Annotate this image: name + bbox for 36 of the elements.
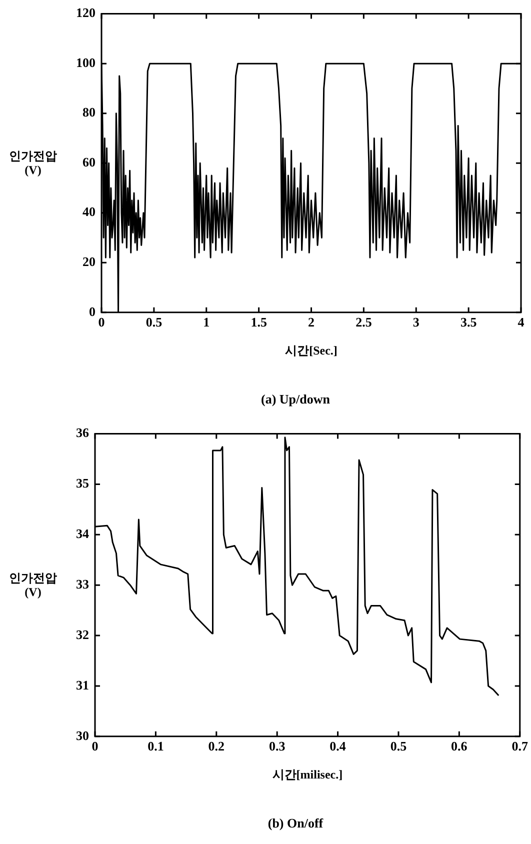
y-axis-title: 인가전압 (V) — [8, 149, 58, 178]
y-tick-label: 100 — [76, 54, 96, 70]
y-tick-label: 60 — [82, 154, 96, 170]
x-tick-label: 0 — [98, 314, 105, 330]
y-tick-label: 0 — [89, 304, 96, 319]
x-tick-label: 2 — [308, 314, 314, 330]
y-tick-label: 35 — [76, 476, 90, 491]
y-tick-label: 20 — [82, 254, 96, 269]
x-tick-label: 0.3 — [268, 738, 286, 754]
x-tick-label: 2.5 — [356, 314, 372, 330]
y-tick-label: 33 — [76, 576, 90, 592]
y-tick-label: 31 — [76, 677, 89, 692]
x-tick-label: 1.5 — [250, 314, 268, 330]
x-tick-label: 3.5 — [460, 314, 478, 330]
x-axis-title: 시간[Sec.] — [285, 343, 338, 358]
y-tick-label: 120 — [76, 5, 96, 20]
text: (a) Up/down — [261, 392, 331, 407]
y-tick-label: 40 — [82, 204, 96, 220]
x-tick-label: 0.1 — [148, 738, 164, 754]
x-tick-label: 0.2 — [208, 738, 225, 754]
y-tick-label: 32 — [76, 626, 89, 642]
y-tick-label: 80 — [82, 104, 96, 120]
y-axis-title: 인가전압 (V) — [8, 571, 58, 600]
y-tick-label: 30 — [76, 728, 89, 743]
x-tick-label: 4 — [518, 314, 525, 330]
x-tick-label: 3 — [412, 314, 420, 330]
x-tick-label: 0.4 — [330, 738, 346, 754]
x-tick-label: 0.5 — [390, 738, 408, 754]
x-tick-label: 0.6 — [451, 738, 468, 754]
x-tick-label: 0.7 — [512, 738, 528, 754]
x-axis-title: 시간[milisec.] — [272, 767, 343, 782]
x-tick-label: 0.5 — [146, 314, 163, 330]
y-tick-label: 34 — [76, 526, 90, 542]
y-tick-label: 36 — [76, 425, 90, 440]
text: (b) On/off — [268, 816, 324, 831]
x-tick-label: 1 — [203, 314, 210, 330]
